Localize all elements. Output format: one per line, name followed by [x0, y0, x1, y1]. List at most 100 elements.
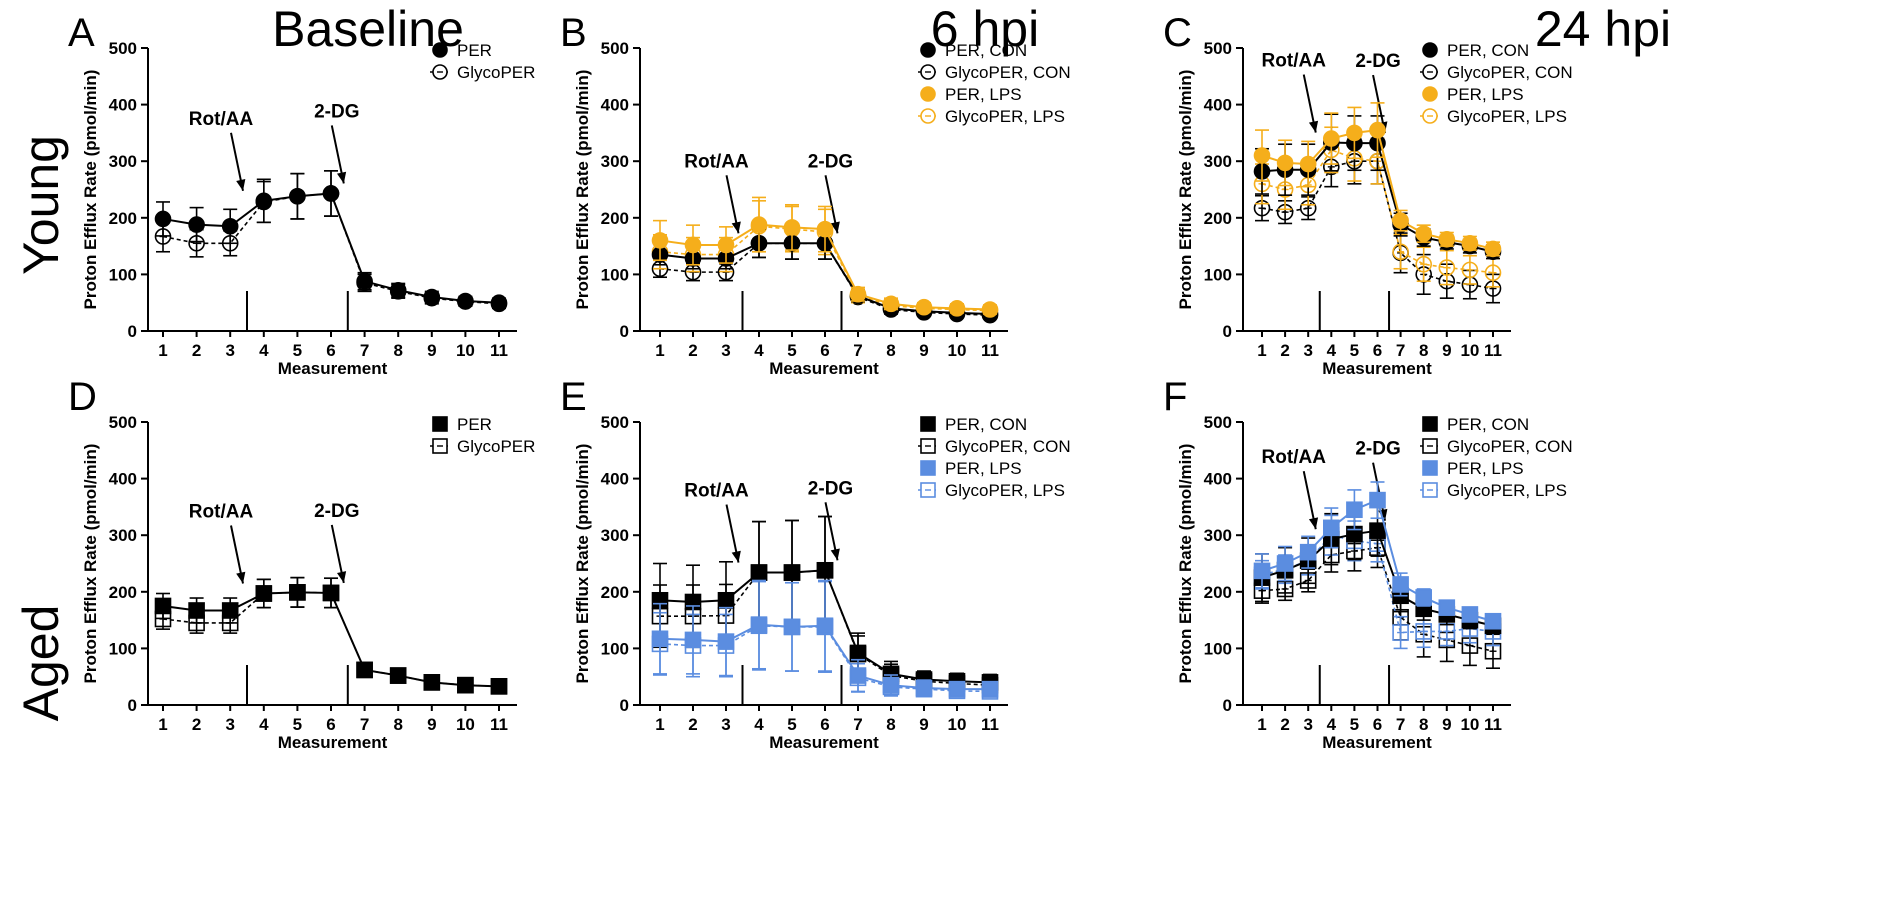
data-point [322, 185, 340, 202]
injection-label: 2-DG [808, 478, 853, 499]
legend-item: PER, CON [1422, 41, 1529, 60]
y-tick-label: 200 [109, 583, 137, 602]
injection-arrowhead [731, 550, 741, 563]
injection-arrowhead [336, 571, 347, 583]
data-point [717, 591, 735, 609]
panel-A: A 0 100 200 300 400 500 1 2 3 4 5 6 7 8 9 10 11 Measuremen… [68, 11, 535, 378]
data-point [1323, 519, 1340, 537]
y-tick-label: 300 [109, 526, 137, 545]
x-tick-label: 9 [919, 341, 928, 360]
y-tick-label: 400 [601, 96, 629, 115]
y-tick-label: 200 [1204, 209, 1232, 228]
legend-label: GlycoPER, CON [1447, 63, 1573, 82]
x-tick-label: 6 [326, 715, 335, 734]
injection-label: 2-DG [1355, 51, 1400, 72]
x-tick-label: 10 [948, 715, 967, 734]
injection-arrowhead [236, 179, 246, 191]
legend-label: GlycoPER, LPS [945, 481, 1065, 500]
data-point [816, 220, 834, 238]
x-tick-label: 11 [490, 715, 508, 734]
legend-item: GlycoPER, LPS [1420, 481, 1567, 500]
series-per [154, 170, 508, 312]
data-point [490, 294, 508, 312]
x-axis-label: Measurement [769, 359, 879, 378]
x-tick-label: 6 [326, 341, 335, 360]
legend-item: PER, CON [920, 415, 1027, 434]
legend-item: PER, LPS [1422, 459, 1524, 478]
x-tick-label: 2 [192, 715, 201, 734]
data-point [1461, 234, 1479, 252]
x-tick-label: 5 [787, 341, 796, 360]
injection-arrowhead [830, 221, 840, 234]
y-tick-label: 500 [1204, 39, 1232, 58]
legend-item: PER, LPS [920, 85, 1022, 104]
series-per-lps [651, 579, 999, 698]
legend-label: PER, LPS [1447, 459, 1524, 478]
injection-label: 2-DG [314, 101, 359, 122]
y-tick-label: 300 [601, 526, 629, 545]
x-tick-label: 4 [1327, 715, 1337, 734]
data-point [816, 561, 834, 579]
y-tick-label: 300 [1204, 152, 1232, 171]
x-tick-label: 5 [787, 715, 796, 734]
x-tick-label: 9 [427, 341, 436, 360]
legend-marker [920, 460, 936, 476]
legend-item: GlycoPER, CON [1420, 63, 1573, 82]
y-tick-label: 400 [109, 470, 137, 489]
data-point [1369, 121, 1386, 139]
legend-marker [920, 42, 936, 58]
x-tick-label: 5 [293, 715, 302, 734]
legend-item: GlycoPER [430, 63, 535, 82]
legend-label: PER, CON [1447, 41, 1529, 60]
row-title-aged: Aged [13, 605, 69, 722]
legend-item: PER, LPS [920, 459, 1022, 478]
x-axis-label: Measurement [1322, 733, 1432, 752]
x-tick-label: 3 [225, 715, 234, 734]
data-point [154, 597, 172, 615]
data-point [1484, 240, 1502, 258]
panel-F: F 0 100 200 300 400 500 1 2 3 4 5 6 7 8 9 10 11 Measuremen… [1163, 375, 1573, 752]
x-tick-label: 11 [1484, 341, 1502, 360]
legend-label: GlycoPER [457, 63, 535, 82]
y-tick-label: 400 [1204, 470, 1232, 489]
y-tick-label: 300 [109, 152, 137, 171]
data-point [882, 295, 900, 313]
data-point [717, 236, 735, 254]
x-tick-label: 8 [886, 715, 895, 734]
y-tick-label: 100 [109, 639, 137, 658]
panel-B: B 0 100 200 300 400 500 1 2 3 4 5 6 7 8 9 10 11 Measuremen… [560, 11, 1071, 378]
data-point [255, 192, 273, 210]
x-tick-label: 1 [1257, 715, 1266, 734]
legend-label: PER, CON [1447, 415, 1529, 434]
x-tick-label: 7 [853, 341, 862, 360]
data-point [423, 288, 441, 306]
data-point [1299, 543, 1317, 561]
panel-C: C 0 100 200 300 400 500 1 2 3 4 5 6 7 8 9 10 11 Measuremen… [1163, 11, 1573, 378]
data-point [849, 667, 867, 684]
panel-letter: F [1163, 375, 1187, 419]
data-point [221, 217, 239, 235]
data-point [356, 272, 373, 290]
x-axis-label: Measurement [1322, 359, 1432, 378]
data-point [1438, 259, 1456, 276]
x-tick-label: 2 [1280, 715, 1289, 734]
data-point [651, 630, 669, 648]
series-line [162, 591, 500, 688]
data-point [1392, 624, 1409, 641]
data-point [356, 661, 373, 679]
x-tick-label: 7 [1396, 715, 1405, 734]
x-tick-label: 8 [1419, 341, 1428, 360]
data-point [1461, 606, 1479, 623]
data-point [1346, 124, 1363, 142]
x-tick-label: 8 [393, 341, 402, 360]
data-point [1392, 212, 1409, 229]
injection-arrowhead [731, 221, 741, 234]
y-tick-label: 200 [601, 583, 629, 602]
y-axis-label: Proton Efflux Rate (pmol/min) [81, 444, 100, 684]
y-tick-label: 400 [1204, 96, 1232, 115]
x-tick-label: 11 [490, 341, 508, 360]
legend-label: PER, CON [945, 41, 1027, 60]
x-tick-label: 1 [158, 341, 167, 360]
injection-label: 2-DG [314, 501, 359, 522]
